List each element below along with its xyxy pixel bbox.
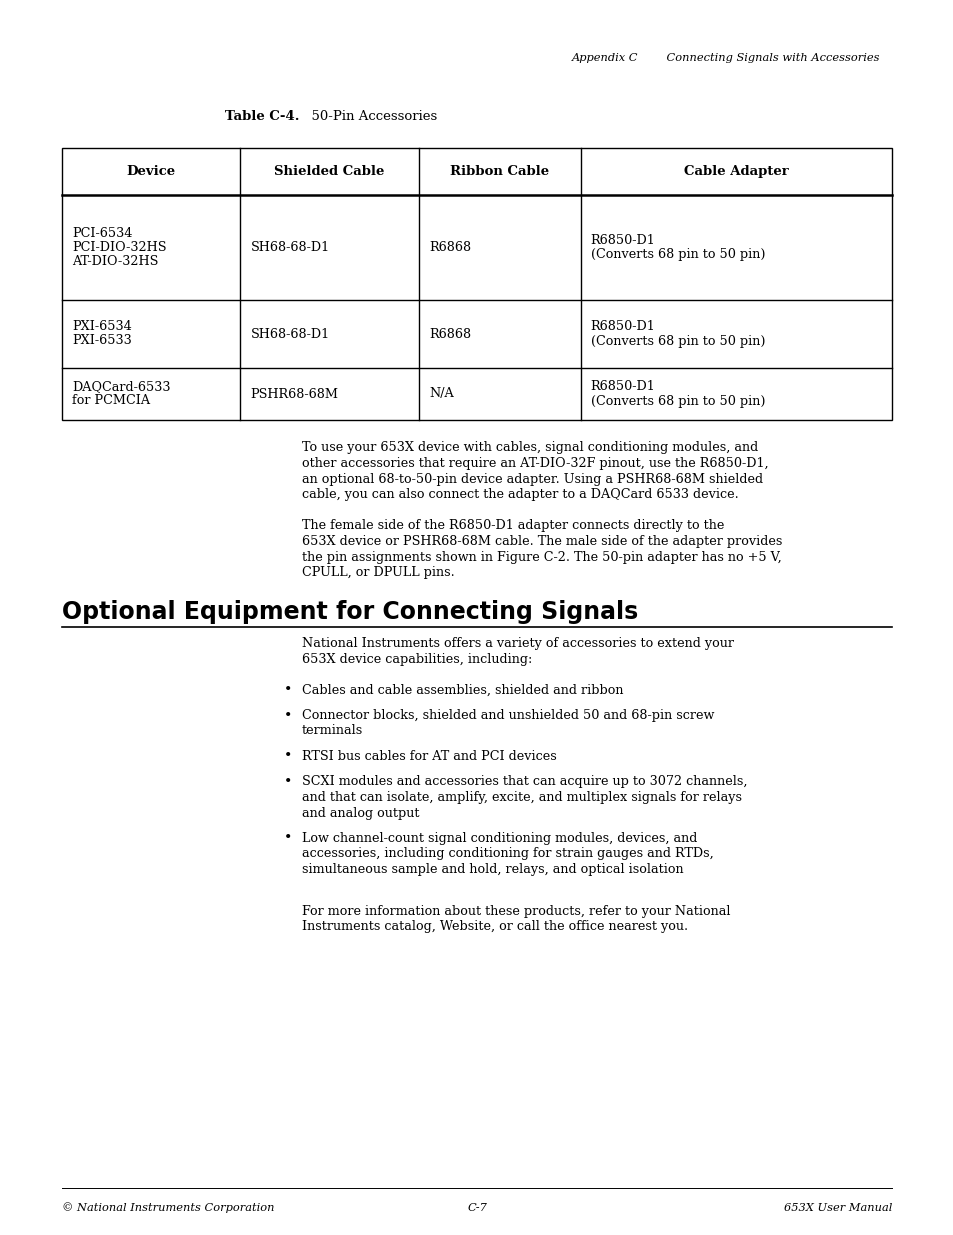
Text: The female side of the R6850-D1 adapter connects directly to the: The female side of the R6850-D1 adapter … <box>302 520 723 532</box>
Text: C-7: C-7 <box>467 1203 486 1213</box>
Text: Low channel-count signal conditioning modules, devices, and: Low channel-count signal conditioning mo… <box>302 832 697 845</box>
Text: Cables and cable assemblies, shielded and ribbon: Cables and cable assemblies, shielded an… <box>302 683 623 697</box>
Text: •: • <box>284 683 292 697</box>
Text: AT-DIO-32HS: AT-DIO-32HS <box>71 254 158 268</box>
Text: R6850-D1: R6850-D1 <box>590 321 655 333</box>
Text: 653X device capabilities, including:: 653X device capabilities, including: <box>302 653 532 666</box>
Text: © National Instruments Corporation: © National Instruments Corporation <box>62 1203 274 1214</box>
Text: To use your 653X device with cables, signal conditioning modules, and: To use your 653X device with cables, sig… <box>302 441 758 454</box>
Text: PXI-6533: PXI-6533 <box>71 335 132 347</box>
Text: PCI-6534: PCI-6534 <box>71 227 132 240</box>
Text: accessories, including conditioning for strain gauges and RTDs,: accessories, including conditioning for … <box>302 847 713 861</box>
Text: Cable Adapter: Cable Adapter <box>683 165 788 178</box>
Text: other accessories that require an AT-DIO-32F pinout, use the R6850-D1,: other accessories that require an AT-DIO… <box>302 457 768 471</box>
Text: R6868: R6868 <box>429 241 471 254</box>
Text: PSHR68-68M: PSHR68-68M <box>251 388 338 400</box>
Text: R6850-D1: R6850-D1 <box>590 380 655 394</box>
Text: the pin assignments shown in Figure C-2. The 50-pin adapter has no +5 V,: the pin assignments shown in Figure C-2.… <box>302 551 781 563</box>
Text: 50-Pin Accessories: 50-Pin Accessories <box>303 110 436 124</box>
Text: and analog output: and analog output <box>302 806 419 820</box>
Text: SCXI modules and accessories that can acquire up to 3072 channels,: SCXI modules and accessories that can ac… <box>302 776 747 788</box>
Text: National Instruments offers a variety of accessories to extend your: National Instruments offers a variety of… <box>302 637 733 651</box>
Bar <box>62 148 891 420</box>
Text: N/A: N/A <box>429 388 454 400</box>
Text: DAQCard-6533: DAQCard-6533 <box>71 380 171 394</box>
Text: (Converts 68 pin to 50 pin): (Converts 68 pin to 50 pin) <box>590 335 764 347</box>
Text: Device: Device <box>127 165 175 178</box>
Text: •: • <box>284 709 292 722</box>
Text: Optional Equipment for Connecting Signals: Optional Equipment for Connecting Signal… <box>62 600 638 624</box>
Text: •: • <box>284 831 292 846</box>
Text: 653X User Manual: 653X User Manual <box>782 1203 891 1213</box>
Text: •: • <box>284 776 292 789</box>
Text: R6850-D1: R6850-D1 <box>590 233 655 247</box>
Text: cable, you can also connect the adapter to a DAQCard 6533 device.: cable, you can also connect the adapter … <box>302 488 738 501</box>
Text: terminals: terminals <box>302 725 363 737</box>
Text: an optional 68-to-50-pin device adapter. Using a PSHR68-68M shielded: an optional 68-to-50-pin device adapter.… <box>302 473 762 485</box>
Text: Ribbon Cable: Ribbon Cable <box>450 165 549 178</box>
Text: R6868: R6868 <box>429 327 471 341</box>
Text: PCI-DIO-32HS: PCI-DIO-32HS <box>71 241 167 254</box>
Text: 653X device or PSHR68-68M cable. The male side of the adapter provides: 653X device or PSHR68-68M cable. The mal… <box>302 535 781 548</box>
Text: Instruments catalog, Website, or call the office nearest you.: Instruments catalog, Website, or call th… <box>302 920 687 932</box>
Text: RTSI bus cables for AT and PCI devices: RTSI bus cables for AT and PCI devices <box>302 750 557 763</box>
Text: for PCMCIA: for PCMCIA <box>71 394 150 408</box>
Text: SH68-68-D1: SH68-68-D1 <box>251 241 329 254</box>
Text: Shielded Cable: Shielded Cable <box>274 165 384 178</box>
Text: and that can isolate, amplify, excite, and multiplex signals for relays: and that can isolate, amplify, excite, a… <box>302 790 741 804</box>
Text: PXI-6534: PXI-6534 <box>71 321 132 333</box>
Text: Appendix C        Connecting Signals with Accessories: Appendix C Connecting Signals with Acces… <box>571 53 879 63</box>
Text: Connector blocks, shielded and unshielded 50 and 68-pin screw: Connector blocks, shielded and unshielde… <box>302 709 714 722</box>
Text: Table C-4.: Table C-4. <box>225 110 299 124</box>
Text: SH68-68-D1: SH68-68-D1 <box>251 327 329 341</box>
Text: CPULL, or DPULL pins.: CPULL, or DPULL pins. <box>302 566 455 579</box>
Text: (Converts 68 pin to 50 pin): (Converts 68 pin to 50 pin) <box>590 394 764 408</box>
Text: For more information about these products, refer to your National: For more information about these product… <box>302 904 730 918</box>
Text: (Converts 68 pin to 50 pin): (Converts 68 pin to 50 pin) <box>590 248 764 261</box>
Text: •: • <box>284 750 292 763</box>
Text: simultaneous sample and hold, relays, and optical isolation: simultaneous sample and hold, relays, an… <box>302 863 683 876</box>
